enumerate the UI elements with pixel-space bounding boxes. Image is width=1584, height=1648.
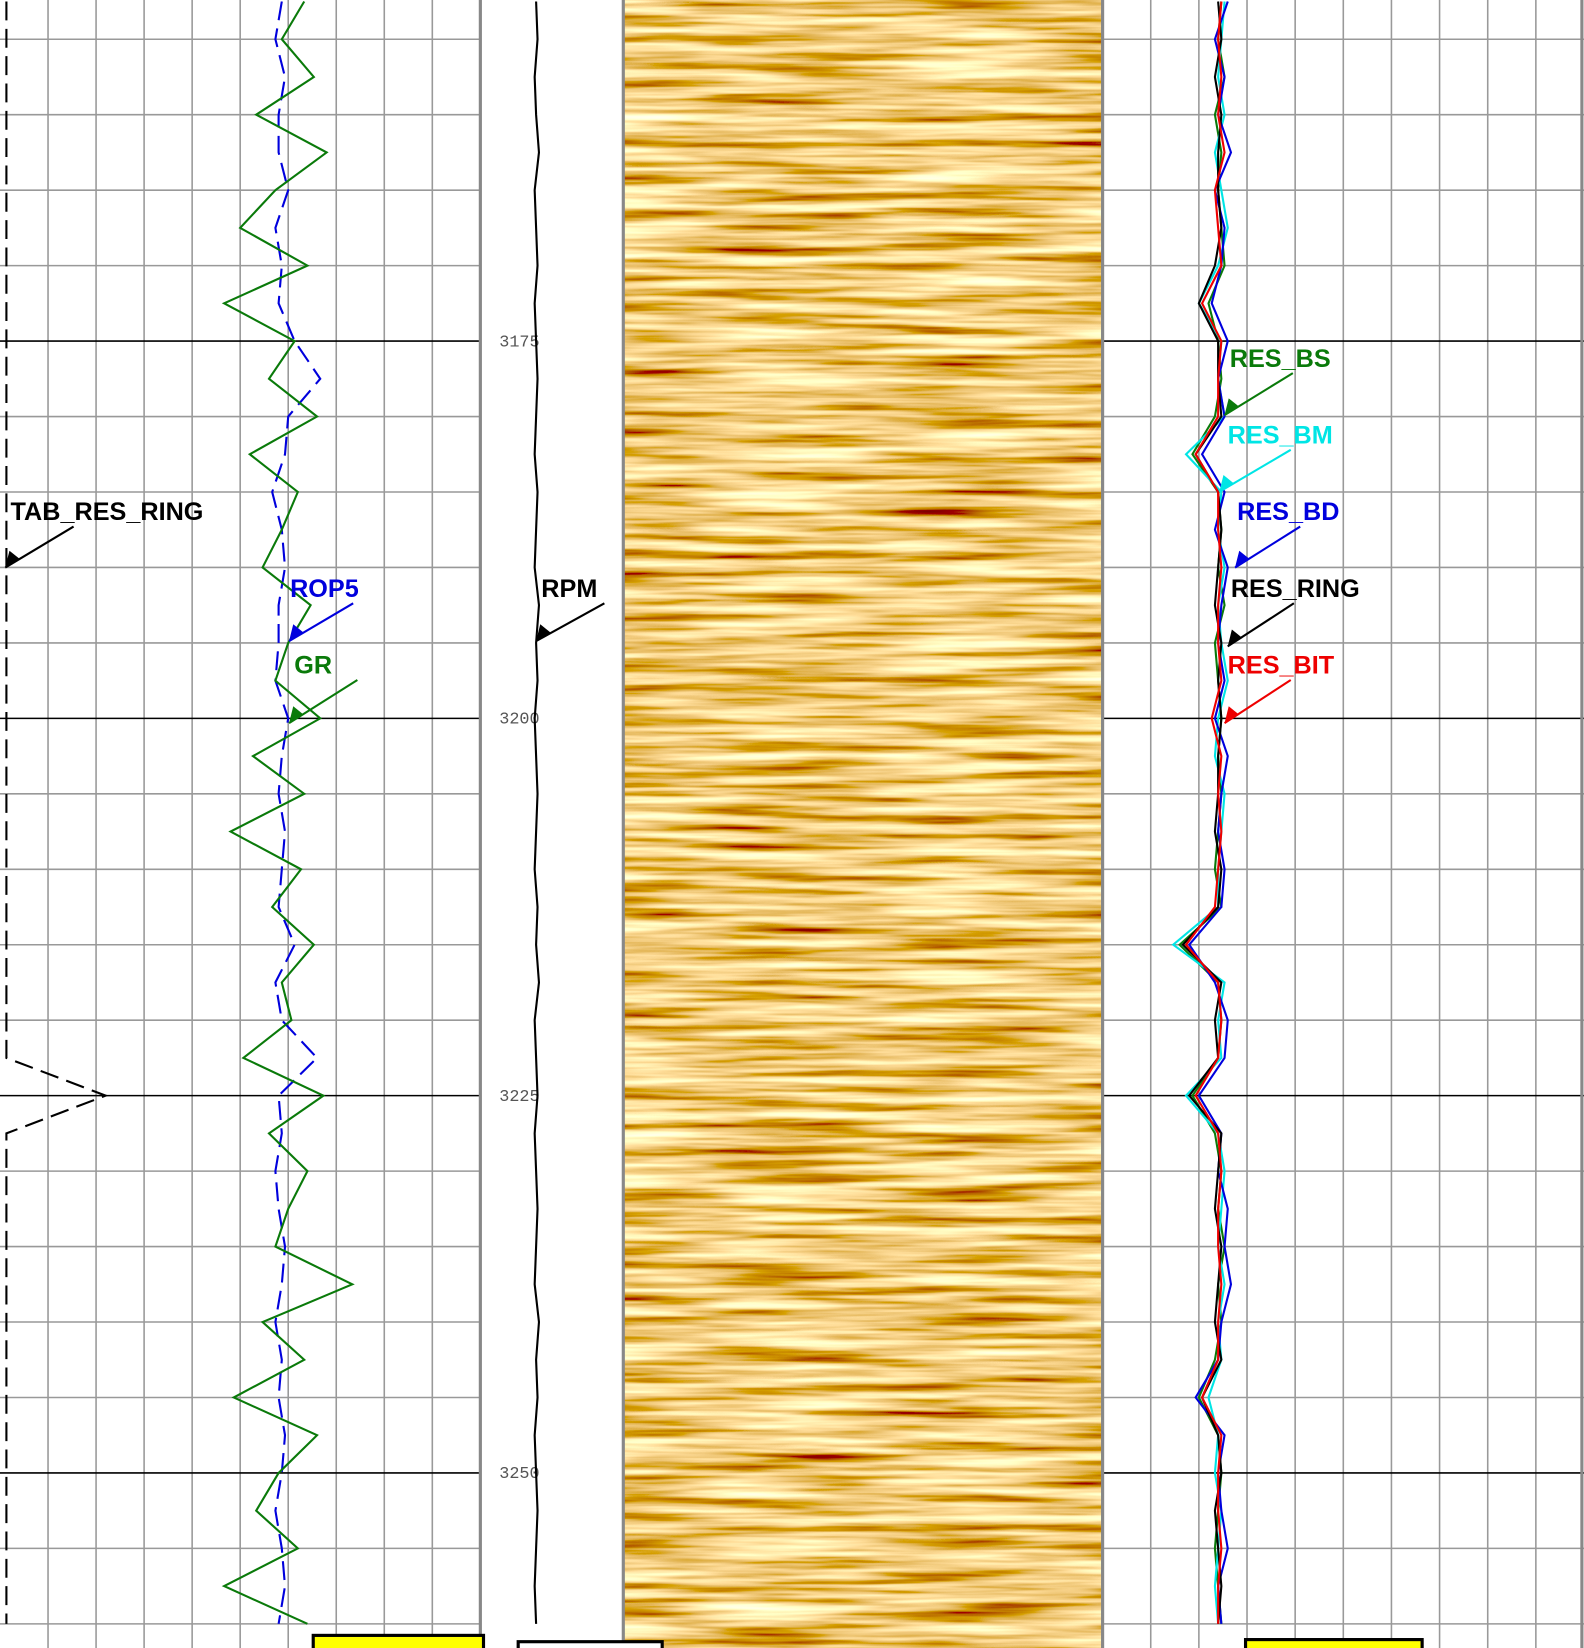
- curve-label: RES_BM: [1228, 422, 1333, 450]
- page: {"chart_data":{"type":"well-log", "ylim"…: [0, 0, 1584, 1648]
- depth-label: 3175: [499, 333, 539, 352]
- curve-label: RES_BS: [1230, 345, 1331, 373]
- image-track: [623, 0, 1102, 1648]
- curve-label: RES_BD: [1237, 498, 1339, 526]
- header-box: [313, 1635, 483, 1648]
- curve-label: RES_BIT: [1228, 652, 1335, 680]
- curve-label: TAB_RES_RING: [11, 498, 204, 526]
- curve-label: GR: [294, 652, 332, 680]
- depth-label: 3250: [499, 1465, 539, 1484]
- curve-label: RPM: [541, 575, 597, 603]
- curve-label: ROP5: [290, 575, 359, 603]
- curve-label: RES_RING: [1231, 575, 1360, 603]
- header-box: [1246, 1640, 1423, 1648]
- depth-label: 3200: [499, 711, 539, 730]
- well-log: 3175 3200 3225 3250 TAB_RES_RING ROP5 GR RPM RE…: [0, 0, 1584, 1648]
- depth-label: 3225: [499, 1088, 539, 1107]
- header-box: [518, 1642, 662, 1648]
